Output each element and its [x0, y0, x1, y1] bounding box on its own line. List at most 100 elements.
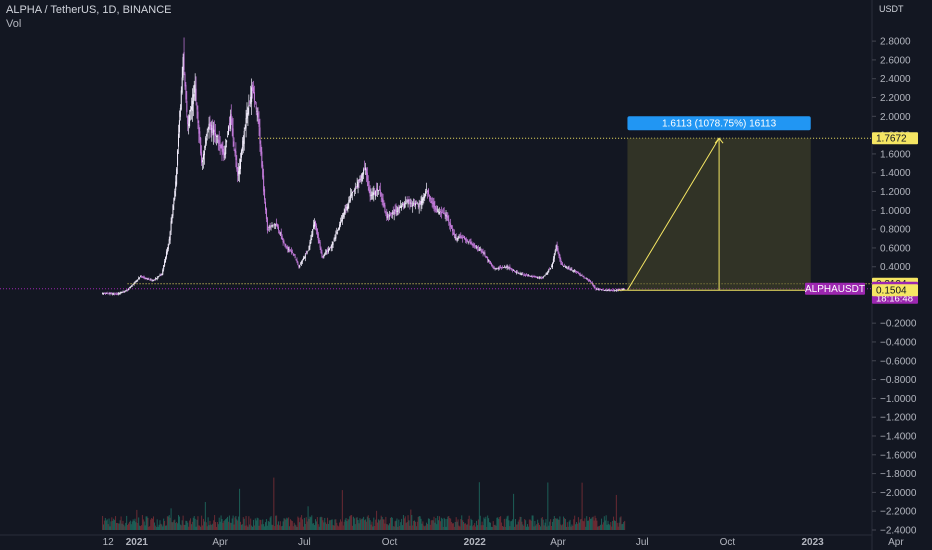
- x-tick-label: Jul: [298, 537, 311, 548]
- candle-body: [205, 138, 207, 144]
- volume-bar: [304, 524, 306, 530]
- volume-bar: [513, 493, 515, 530]
- volume-bar: [364, 519, 366, 530]
- volume-bar: [359, 518, 361, 530]
- candle-body: [152, 280, 154, 282]
- volume-bar: [256, 517, 258, 530]
- candle-body: [301, 261, 303, 264]
- volume-bar: [115, 516, 117, 530]
- candle-body: [605, 289, 607, 291]
- volume-bar: [339, 519, 341, 530]
- volume-bar: [545, 519, 547, 530]
- candle-body: [207, 128, 209, 130]
- candle-body: [251, 87, 253, 103]
- volume-bar: [511, 520, 513, 530]
- candle-body: [380, 193, 382, 197]
- candle-body: [597, 289, 599, 290]
- y-tick-label: 0.6000: [880, 243, 911, 254]
- candle-body: [444, 213, 446, 216]
- volume-bar: [520, 516, 522, 530]
- volume-bar: [350, 515, 352, 530]
- volume-bar: [151, 518, 153, 530]
- volume-bar: [253, 525, 255, 530]
- candle-body: [530, 276, 532, 277]
- candle-body: [295, 259, 297, 261]
- volume-bar: [129, 520, 131, 530]
- volume-bar: [345, 517, 347, 530]
- candle-body: [213, 129, 215, 135]
- candle-body: [537, 276, 539, 278]
- candle-body: [259, 127, 261, 144]
- candle-body: [233, 141, 235, 147]
- candle-body: [476, 246, 478, 249]
- volume-bar: [453, 526, 455, 530]
- candle-body: [496, 268, 498, 269]
- candle-body: [506, 266, 508, 269]
- candle-body: [557, 248, 559, 253]
- candle-body: [204, 144, 206, 148]
- volume-bar: [420, 518, 422, 530]
- volume-bar: [226, 518, 228, 530]
- volume-bar: [450, 518, 452, 530]
- volume-bar: [521, 521, 523, 530]
- volume-bar: [489, 522, 491, 530]
- volume-bar: [352, 525, 354, 530]
- candle-body: [190, 106, 192, 110]
- volume-bar: [622, 523, 624, 530]
- volume-bar: [375, 519, 377, 530]
- volume-bar: [314, 525, 316, 530]
- x-tick-label: 2022: [464, 537, 487, 548]
- volume-bar: [346, 521, 348, 530]
- candle-body: [448, 219, 450, 223]
- candle-body: [406, 201, 408, 203]
- volume-bar: [280, 526, 282, 530]
- volume-bar: [270, 516, 272, 530]
- volume-bar: [531, 515, 533, 530]
- candle-body: [158, 275, 160, 277]
- candle-body: [456, 238, 458, 240]
- measure-label-background: [627, 116, 811, 131]
- volume-bar: [400, 522, 402, 530]
- volume-bar: [522, 524, 524, 530]
- candle-body: [423, 195, 425, 199]
- volume-bar: [597, 526, 599, 530]
- volume-bar: [440, 517, 442, 530]
- candle-body: [342, 215, 344, 217]
- candle-body: [246, 113, 248, 119]
- candle-body: [441, 211, 443, 213]
- volume-bar: [276, 515, 278, 530]
- volume-bar: [155, 526, 157, 530]
- volume-bar: [158, 524, 160, 530]
- candle-body: [216, 136, 218, 138]
- candle-body: [148, 278, 150, 280]
- candle-body: [177, 133, 179, 147]
- candle-body: [130, 286, 132, 287]
- volume-bar: [301, 515, 303, 530]
- candle-body: [370, 194, 372, 196]
- candle-body: [576, 272, 578, 274]
- candle-body: [497, 267, 499, 269]
- candle-body: [276, 223, 278, 226]
- volume-bar: [102, 515, 104, 530]
- volume-bar: [468, 515, 470, 530]
- volume-bar: [237, 520, 239, 530]
- volume-bar: [448, 515, 450, 530]
- candle-body: [129, 286, 131, 289]
- volume-bar: [590, 518, 592, 530]
- volume-bar: [438, 520, 440, 530]
- candle-body: [518, 273, 520, 275]
- volume-bar: [209, 520, 211, 530]
- candle-body: [256, 110, 258, 112]
- volume-bar: [215, 522, 217, 530]
- volume-bar: [257, 518, 259, 530]
- volume-bar: [190, 518, 192, 530]
- candle-body: [343, 212, 345, 218]
- volume-bar: [240, 521, 242, 530]
- candle-body: [166, 247, 168, 253]
- candle-body: [221, 144, 223, 152]
- volume-bar: [530, 520, 532, 530]
- volume-bar: [548, 525, 550, 530]
- candle-body: [194, 84, 196, 93]
- candle-body: [182, 57, 184, 78]
